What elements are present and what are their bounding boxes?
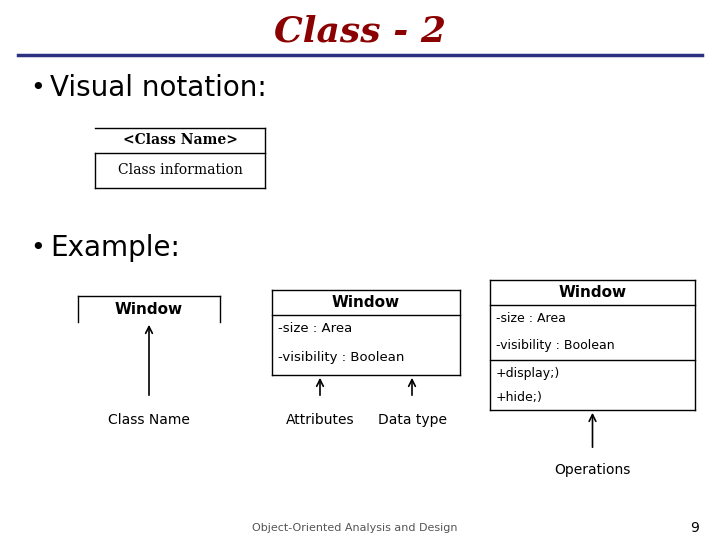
Text: Example:: Example:	[50, 234, 180, 262]
Text: Class - 2: Class - 2	[274, 15, 446, 49]
Text: 9: 9	[690, 521, 699, 535]
Text: Data type: Data type	[377, 413, 446, 427]
Text: Object-Oriented Analysis and Design: Object-Oriented Analysis and Design	[252, 523, 458, 533]
Text: +display;): +display;)	[496, 368, 560, 381]
Text: •: •	[30, 76, 45, 100]
Text: Visual notation:: Visual notation:	[50, 74, 266, 102]
Text: Window: Window	[559, 285, 626, 300]
Text: Attributes: Attributes	[286, 413, 354, 427]
Text: •: •	[30, 236, 45, 260]
Text: Window: Window	[115, 301, 183, 316]
Text: -visibility : Boolean: -visibility : Boolean	[278, 352, 405, 365]
Text: Operations: Operations	[554, 463, 631, 477]
Text: -visibility : Boolean: -visibility : Boolean	[496, 339, 615, 352]
Text: Class Name: Class Name	[108, 413, 190, 427]
Text: Class information: Class information	[117, 164, 243, 178]
Text: <Class Name>: <Class Name>	[122, 133, 238, 147]
Text: -size : Area: -size : Area	[496, 313, 566, 326]
Text: +hide;): +hide;)	[496, 392, 543, 404]
Text: Window: Window	[332, 295, 400, 310]
Text: -size : Area: -size : Area	[278, 322, 352, 335]
